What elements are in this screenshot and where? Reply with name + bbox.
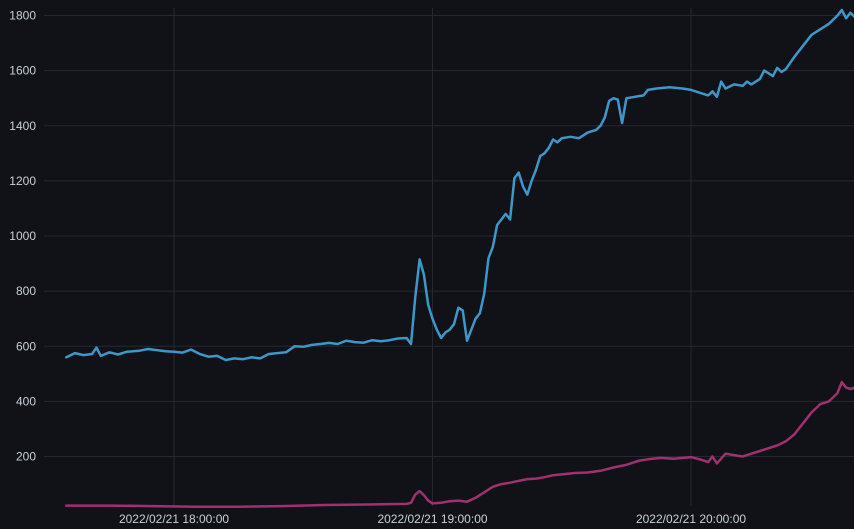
series-lines (65, 8, 854, 508)
y-tick-label: 1600 (9, 64, 36, 78)
y-tick-label: 800 (16, 284, 36, 298)
series-line-0 (65, 8, 854, 362)
y-tick-label: 200 (16, 450, 36, 464)
x-tick-label: 2022/02/21 19:00:00 (377, 512, 487, 526)
y-tick-label: 1400 (9, 119, 36, 133)
y-tick-label: 1200 (9, 174, 36, 188)
x-axis-ticks: 2022/02/21 18:00:00 2022/02/21 19:00:00 20… (119, 512, 746, 526)
grid (44, 8, 854, 506)
y-tick-label: 1800 (9, 9, 36, 23)
y-tick-label: 600 (16, 339, 36, 353)
x-tick-label: 2022/02/21 20:00:00 (636, 512, 746, 526)
y-tick-label: 1000 (9, 229, 36, 243)
y-tick-label: 400 (16, 394, 36, 408)
y-axis-ticks: 200 400 600 800 1000 1200 1400 1600 1800 (9, 9, 36, 464)
x-tick-label: 2022/02/21 18:00:00 (119, 512, 229, 526)
series-line-1 (65, 380, 854, 508)
